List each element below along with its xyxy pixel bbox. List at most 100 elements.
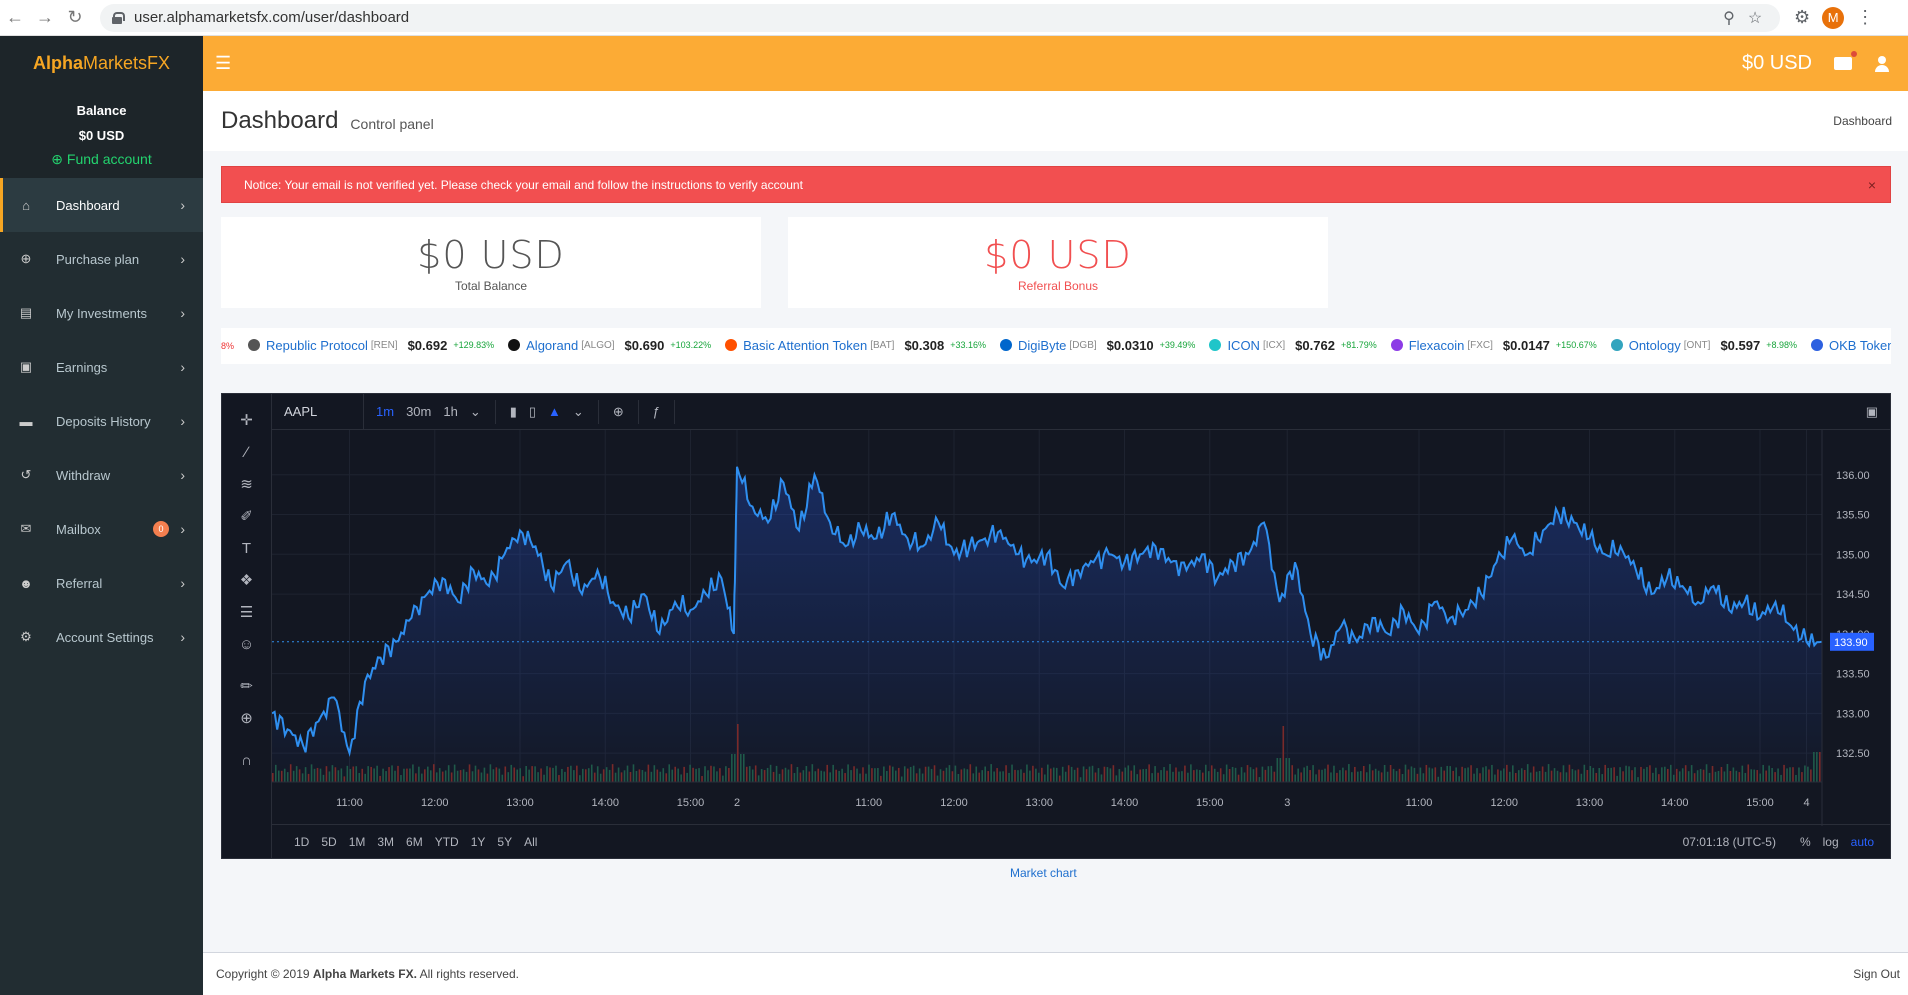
volume-bar	[784, 767, 787, 782]
logo[interactable]: Alpha MarketsFX	[0, 36, 203, 91]
chevron-down-icon[interactable]: ⌄	[572, 403, 584, 419]
ticker-item[interactable]: OKB Token	[1810, 338, 1891, 353]
volume-bar	[546, 766, 548, 782]
sidebar-item-withdraw[interactable]: ↺ Withdraw ›	[0, 448, 203, 502]
market-chart-link[interactable]: Market chart	[1010, 866, 1077, 880]
timeframe-1h[interactable]: 1h	[443, 404, 458, 419]
star-icon[interactable]: ☆	[1747, 9, 1763, 27]
sidebar-item-dashboard[interactable]: ⌂ Dashboard ›	[0, 178, 203, 232]
text-tool-icon[interactable]: T	[241, 539, 252, 557]
mail-icon[interactable]	[1834, 51, 1857, 70]
pattern-icon[interactable]: ❖	[239, 572, 254, 589]
add-compare-icon[interactable]: ⊕	[612, 403, 624, 419]
timeframe-30m[interactable]: 30m	[406, 404, 432, 419]
volume-bar	[301, 773, 304, 782]
volume-bar	[1470, 765, 1472, 782]
ticker-item[interactable]: Basic Attention Token [BAT] $0.308 +33.16%	[725, 338, 986, 353]
profile-avatar[interactable]: M	[1822, 6, 1845, 29]
volume-bar	[1175, 767, 1177, 782]
volume-bar	[725, 766, 727, 782]
area-icon[interactable]: ▲	[548, 404, 561, 419]
timeframe-1m[interactable]: 1m	[376, 404, 395, 419]
range-button[interactable]: 1M	[348, 834, 366, 849]
tradingview-chart[interactable]: ✛ ∕ ≋ ✐ T ❖ ☰ ☺ ✏ ⊕ ∩ AAPL 1m 30m 1h ⌄ ▮…	[221, 393, 1891, 859]
ticker-item[interactable]: Algorand [ALGO] $0.690 +103.22%	[508, 338, 711, 353]
sidebar-item-my-investments[interactable]: ▤ My Investments ›	[0, 286, 203, 340]
volume-bar	[748, 766, 751, 782]
coin-name: Basic Attention Token	[743, 337, 868, 353]
user-icon[interactable]	[1874, 55, 1890, 72]
range-button[interactable]: 1D	[294, 834, 310, 849]
range-button[interactable]: 6M	[406, 834, 423, 849]
ticker-item[interactable]: ICON [ICX] $0.762 +81.79%	[1209, 338, 1377, 353]
range-button[interactable]: 1Y	[470, 834, 486, 849]
range-button[interactable]: All	[524, 834, 538, 849]
sidebar-item-mailbox[interactable]: ✉ Mailbox 0 ›	[0, 502, 203, 556]
ruler-icon[interactable]: ✏	[240, 678, 253, 695]
range-button[interactable]: 5Y	[497, 834, 513, 849]
volume-bar	[805, 766, 808, 782]
crosshair-icon[interactable]: ✛	[240, 412, 253, 429]
range-button[interactable]: 5D	[321, 834, 337, 849]
volume-bar	[1085, 769, 1088, 782]
volume-bar	[471, 771, 474, 782]
volume-bar	[459, 770, 462, 782]
volume-bar	[1064, 771, 1067, 782]
log-scale-toggle[interactable]: log	[1822, 834, 1839, 849]
zoom-in-icon[interactable]: ⊕	[240, 710, 253, 727]
volume-bar	[373, 768, 375, 782]
brush-icon[interactable]: ✐	[240, 508, 253, 525]
symbol-input[interactable]: AAPL	[272, 393, 364, 430]
volume-bar	[921, 773, 924, 782]
percent-scale-toggle[interactable]: %	[1799, 834, 1811, 849]
ticker-item[interactable]: DigiByte [DGB] $0.0310 +39.49%	[1000, 338, 1195, 353]
volume-bar	[1351, 772, 1353, 782]
volume-bar	[1428, 767, 1431, 782]
ticker-item[interactable]: Republic Protocol [REN] $0.692 +129.83%	[248, 338, 494, 353]
volume-bar	[507, 772, 510, 782]
magnet-icon[interactable]: ∩	[241, 751, 252, 769]
volume-bar	[564, 771, 566, 782]
hamburger-menu-icon[interactable]: ☰	[215, 53, 232, 73]
trendline-icon[interactable]: ∕	[245, 443, 248, 461]
sidebar-item-earnings[interactable]: ▣ Earnings ›	[0, 340, 203, 394]
sign-out-link[interactable]: Sign Out	[1853, 967, 1900, 981]
address-bar[interactable]: user.alphamarketsfx.com/user/dashboard ⚲…	[100, 3, 1780, 32]
candles-icon[interactable]: ▯	[528, 403, 537, 419]
camera-icon[interactable]: ▣	[1865, 403, 1878, 419]
fund-account-link[interactable]: ⊕ Fund account	[51, 151, 152, 167]
sidebar-item-deposits-history[interactable]: ▬ Deposits History ›	[0, 394, 203, 448]
ticker-item[interactable]: Ontology [ONT] $0.597 +8.98%	[1610, 338, 1797, 353]
sidebar-item-referral[interactable]: ☻ Referral ›	[0, 556, 203, 610]
reload-icon[interactable]: ↻	[67, 7, 83, 27]
range-button[interactable]: YTD	[434, 834, 459, 849]
fib-icon[interactable]: ≋	[240, 476, 253, 493]
volume-bar	[865, 773, 867, 782]
volume-bar	[1669, 764, 1672, 782]
forward-icon[interactable]: →	[36, 7, 54, 27]
volume-bar	[1055, 767, 1058, 782]
forecast-icon[interactable]: ☰	[239, 604, 254, 621]
ticker-item[interactable]: Flexacoin [FXC] $0.0147 +150.67%	[1390, 338, 1597, 353]
browser-menu-icon[interactable]: ⋮	[1856, 7, 1875, 27]
back-icon[interactable]: ←	[6, 7, 24, 27]
breadcrumb[interactable]: Dashboard	[1833, 114, 1892, 128]
volume-bar	[1449, 766, 1452, 782]
volume-bar	[358, 772, 361, 782]
extensions-icon[interactable]: ⚙	[1794, 7, 1811, 27]
bars-icon[interactable]: ▮	[509, 403, 517, 419]
notice-text: Notice: Your email is not verified yet. …	[244, 177, 803, 192]
range-button[interactable]: 3M	[377, 834, 395, 849]
emoji-icon[interactable]: ☺	[238, 635, 255, 653]
volume-bar	[984, 766, 987, 782]
indicators-icon[interactable]: ƒ	[652, 404, 660, 419]
price-chart[interactable]: 136.00135.50135.00134.50134.00133.50133.…	[272, 430, 1890, 826]
sidebar-item-account-settings[interactable]: ⚙ Account Settings ›	[0, 610, 203, 664]
zoom-icon[interactable]: ⚲	[1723, 9, 1735, 27]
sidebar-item-purchase-plan[interactable]: ⊕ Purchase plan ›	[0, 232, 203, 286]
volume-bar	[906, 768, 909, 782]
volume-bar	[838, 770, 840, 782]
close-icon[interactable]: ×	[1867, 176, 1876, 193]
chevron-down-icon[interactable]: ⌄	[469, 403, 481, 419]
auto-scale-toggle[interactable]: auto	[1850, 834, 1874, 849]
